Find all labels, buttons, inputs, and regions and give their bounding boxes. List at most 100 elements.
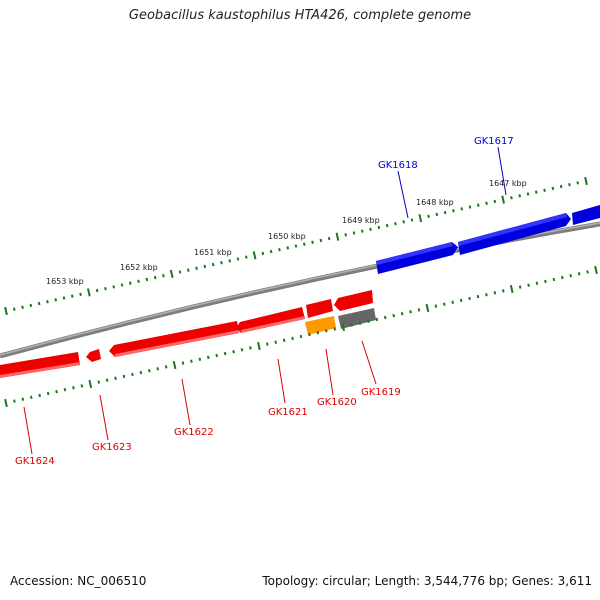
- scale-tick: [4, 306, 8, 316]
- gene-label-gk1618[interactable]: GK1618: [378, 160, 418, 171]
- scale-tick: [62, 296, 66, 300]
- gene-feature-gk1620[interactable]: [305, 316, 336, 335]
- scale-tick: [70, 294, 74, 298]
- scale-tick: [80, 384, 84, 388]
- scale-tick: [584, 176, 588, 186]
- scale-tick: [95, 288, 99, 293]
- scale-tick: [215, 353, 219, 358]
- scale-tick: [232, 350, 235, 354]
- scale-tick: [63, 388, 67, 392]
- scale-tick: [172, 360, 177, 370]
- scale-tick: [147, 369, 151, 373]
- scale-tick: [543, 188, 546, 192]
- scale-tick: [211, 262, 215, 267]
- scale-tick: [577, 272, 581, 276]
- scale-tick: [427, 214, 430, 218]
- scale-tick: [282, 338, 286, 342]
- scale-tick: [294, 244, 298, 248]
- scale-tick: [594, 265, 598, 275]
- gene-label-gk1619[interactable]: GK1619: [361, 387, 401, 398]
- gene-label-gk1620[interactable]: GK1620: [317, 397, 357, 408]
- scale-tick: [586, 270, 589, 274]
- scale-tick: [278, 248, 281, 252]
- gene-label-gk1622[interactable]: GK1622: [174, 427, 214, 438]
- gene-feature-gk1618-shade: [376, 242, 453, 265]
- scale-tick: [220, 261, 223, 265]
- scale-tick: [341, 322, 345, 332]
- scale-tick: [311, 240, 314, 244]
- scale-tick: [29, 395, 33, 399]
- scale-tick: [509, 284, 514, 294]
- scale-tick: [409, 310, 412, 314]
- scale-tick: [377, 225, 381, 230]
- scale-tick: [190, 359, 193, 363]
- scale-tick: [535, 281, 539, 285]
- scale-tick: [181, 361, 185, 365]
- scale-tick: [21, 397, 25, 401]
- scale-tick: [198, 357, 202, 361]
- scale-tick: [131, 372, 134, 377]
- scale-tick: [29, 303, 33, 308]
- scale-tick: [249, 346, 252, 350]
- scale-tick: [400, 312, 404, 316]
- scale-tick: [510, 196, 513, 200]
- scale-tick: [316, 331, 320, 335]
- scale-tick: [327, 236, 331, 241]
- scale-tick: [435, 212, 439, 217]
- scale-tick: [178, 270, 182, 274]
- scale-label-1649: 1649 kbp: [342, 216, 380, 225]
- scale-tick: [576, 181, 580, 185]
- gene-label-gk1624[interactable]: GK1624: [15, 456, 55, 467]
- gene-feature-gk1619[interactable]: [338, 308, 376, 329]
- scale-tick: [114, 376, 117, 380]
- scale-label-1652: 1652 kbp: [120, 263, 158, 272]
- scale-tick: [552, 277, 556, 282]
- scale-tick: [333, 327, 337, 331]
- gene-feature-gk1620-red[interactable]: [306, 299, 333, 318]
- gene-label-gk1623[interactable]: GK1623: [92, 442, 132, 453]
- scale-tick: [122, 374, 126, 379]
- scale-tick: [291, 336, 294, 341]
- scale-tick: [236, 257, 240, 261]
- scale-tick: [534, 190, 538, 194]
- gene-label-gk1621[interactable]: GK1621: [268, 407, 308, 418]
- gene-feature-gk1623[interactable]: [86, 349, 101, 362]
- scale-tick: [569, 274, 573, 278]
- scale-tick: [485, 201, 488, 205]
- scale-tick: [526, 192, 530, 196]
- gene-feature-gk1618[interactable]: [376, 242, 458, 274]
- scale-tick: [560, 275, 564, 280]
- gene-label-gk1617[interactable]: GK1617: [474, 136, 514, 147]
- gene-feature-gk1624[interactable]: [0, 352, 80, 378]
- scale-tick: [252, 251, 257, 260]
- gene-feature-gk1622[interactable]: [109, 321, 239, 357]
- scale-tick: [425, 303, 430, 313]
- scale-tick: [559, 184, 563, 189]
- scale-tick: [156, 367, 160, 371]
- scale-tick: [308, 332, 311, 337]
- gene-feature-gk1619-red[interactable]: [334, 290, 373, 311]
- forward-genes: [376, 205, 600, 274]
- scale-tick: [360, 229, 364, 233]
- scale-tick: [97, 380, 101, 384]
- scale-tick: [195, 266, 198, 270]
- scale-tick: [319, 238, 323, 243]
- reverse-genes: [0, 290, 376, 378]
- scale-tick: [145, 277, 149, 282]
- scale-tick: [274, 340, 278, 344]
- gene-feature-gk1617[interactable]: [572, 205, 600, 225]
- scale-tick: [468, 205, 472, 209]
- gene-feature-gk1621[interactable]: [236, 307, 305, 333]
- scale-tick: [367, 319, 370, 323]
- scale-tick: [120, 283, 124, 287]
- scale-tick: [352, 231, 356, 235]
- scale-tick: [383, 315, 387, 320]
- scale-tick: [240, 348, 244, 352]
- scale-tick: [544, 279, 547, 284]
- scale-label-1647: 1647 kbp: [489, 179, 527, 188]
- scale-tick: [518, 285, 522, 289]
- scale-tick: [501, 195, 505, 204]
- scale-tick: [87, 288, 91, 297]
- gene-edge-gk1624: [0, 362, 80, 378]
